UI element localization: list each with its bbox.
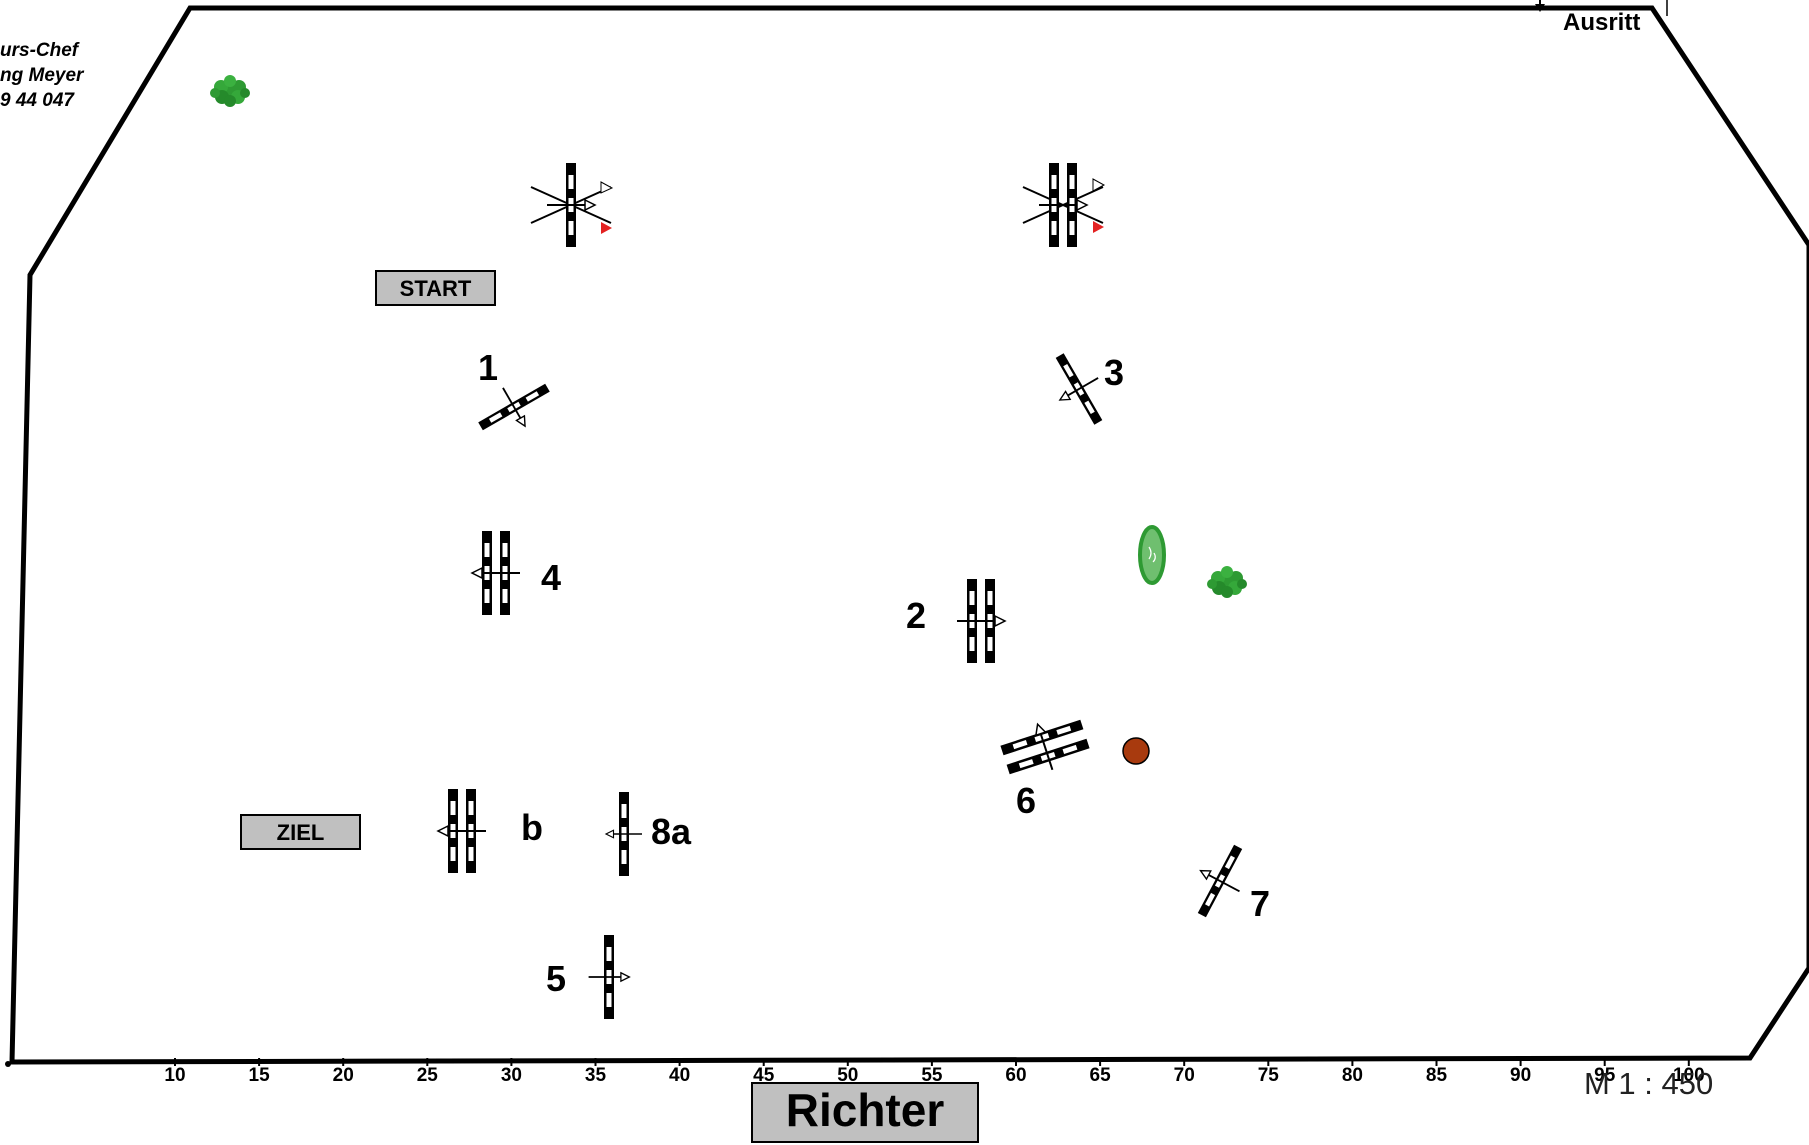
obstacle-1: 1	[478, 347, 550, 431]
ruler-tick-label: 55	[921, 1065, 943, 1086]
finish-label: ZIEL	[277, 820, 325, 845]
bush-icon	[1138, 525, 1166, 585]
obstacle-3: 3	[1055, 352, 1124, 425]
warmup-oxer-icon	[1022, 163, 1106, 247]
ruler-tick-label: 50	[837, 1065, 858, 1086]
obstacle-8a-number: 8a	[651, 811, 692, 852]
ruler-tick-label: 70	[1174, 1065, 1195, 1086]
ruler-tick-label: 75	[1258, 1065, 1280, 1086]
designer-info: urs-Chef ng Meyer 9 44 047	[0, 40, 85, 111]
flag-icon	[1092, 178, 1106, 233]
judge-label: Richter	[786, 1084, 945, 1136]
start-label: START	[400, 276, 472, 301]
obstacle-7: 7	[1197, 844, 1270, 924]
ruler-tick-label: 15	[249, 1065, 271, 1086]
ruler-tick-label: 35	[585, 1065, 607, 1086]
finish-box: ZIEL	[240, 814, 361, 850]
ruler-tick-label: 65	[1090, 1065, 1112, 1086]
designer-line-1: urs-Chef	[0, 40, 80, 61]
obstacle-7-number: 7	[1250, 883, 1270, 924]
ruler-tick-label: 90	[1510, 1065, 1531, 1086]
obstacle-5-number: 5	[546, 958, 566, 999]
exit-marker: Ausritt	[1535, 0, 1668, 36]
ruler-tick-label: 45	[753, 1065, 775, 1086]
ruler-tick-label: 60	[1005, 1065, 1026, 1086]
ruler-tick-label: 80	[1342, 1065, 1363, 1086]
warmup-jump-icon	[530, 163, 614, 247]
ruler-tick-label: 20	[333, 1065, 354, 1086]
flag-icon	[600, 181, 614, 234]
ruler-tick-label: 25	[417, 1065, 439, 1086]
start-box: START	[375, 270, 496, 306]
arena-boundary	[9, 5, 1809, 1065]
ruler-tick-label: 10	[164, 1065, 185, 1086]
designer-line-2: ng Meyer	[0, 65, 85, 86]
designer-line-3: 9 44 047	[0, 90, 75, 111]
obstacle-6: 6	[1000, 719, 1090, 821]
obstacle-5: 5	[546, 935, 631, 1019]
obstacle-8b-number: b	[521, 807, 543, 848]
ruler: 10 15 20 25 30 35 40 45 50 55 60 65 70 75 80 85 90 95 100	[164, 1058, 1705, 1086]
obstacle-3-number: 3	[1104, 352, 1124, 393]
obstacle-4: 4	[471, 531, 561, 615]
obstacle-1-number: 1	[478, 347, 498, 388]
obstacle-2-number: 2	[906, 595, 926, 636]
ruler-tick-label: 100	[1673, 1065, 1705, 1086]
obstacle-2: 2	[906, 579, 1006, 663]
scale-label: M 1 : 450	[1584, 1066, 1713, 1101]
judge-box: Richter	[751, 1082, 979, 1143]
bush-icon	[210, 75, 250, 107]
exit-label: Ausritt	[1563, 9, 1640, 36]
obstacle-8a: 8a	[605, 792, 692, 876]
ball-marker-icon	[1122, 737, 1150, 765]
bush-icon	[1207, 566, 1247, 598]
ruler-tick-label: 85	[1426, 1065, 1448, 1086]
ruler-tick-label: 95	[1594, 1065, 1616, 1086]
corner-dot	[5, 1061, 11, 1067]
ruler-tick-label: 40	[669, 1065, 690, 1086]
obstacle-6-number: 6	[1016, 780, 1036, 821]
ruler-tick-label: 30	[501, 1065, 522, 1086]
obstacle-4-number: 4	[541, 557, 561, 598]
obstacle-8b: b	[437, 789, 543, 873]
